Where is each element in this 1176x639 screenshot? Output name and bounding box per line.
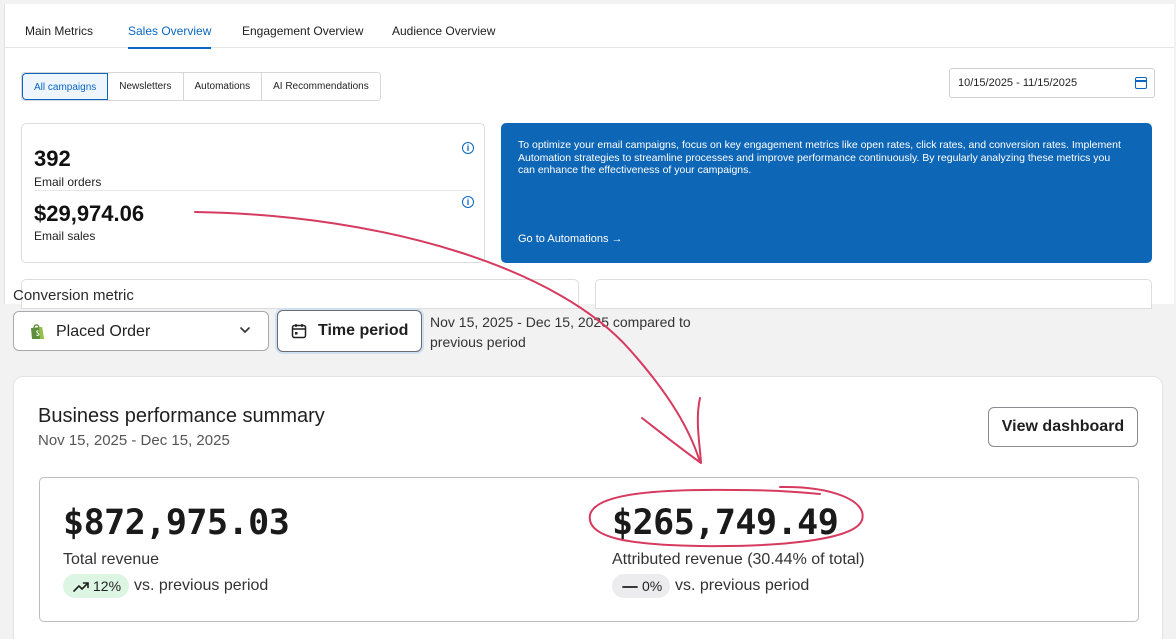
calendar-icon <box>291 324 307 339</box>
total-revenue-comparison: vs. previous period <box>134 577 269 594</box>
view-dashboard-button[interactable]: View dashboard <box>988 407 1138 447</box>
filter-ai-recommendations[interactable]: AI Recommendations <box>262 73 380 100</box>
info-icon[interactable]: i <box>462 142 474 154</box>
email-sales-label: Email sales <box>34 229 96 243</box>
calendar-icon[interactable] <box>1135 77 1147 89</box>
card-stub-right <box>595 279 1152 309</box>
attributed-revenue-change-badge: 0% <box>612 574 671 598</box>
email-metrics-card: 392 Email orders i $29,974.06 Email sale… <box>21 123 485 263</box>
summary-title: Business performance summary <box>38 405 325 427</box>
total-revenue-label: Total revenue <box>63 551 160 568</box>
tab-sales-overview[interactable]: Sales Overview <box>128 24 212 49</box>
time-period-button[interactable]: Time period <box>277 310 422 352</box>
email-sales-value: $29,974.06 <box>34 201 145 226</box>
filter-automations[interactable]: Automations <box>183 73 263 100</box>
total-revenue-change-badge: 12% <box>63 574 130 598</box>
trend-up-icon <box>73 582 89 593</box>
info-icon[interactable]: i <box>462 196 474 208</box>
conversion-metric-select[interactable]: Placed Order <box>13 311 269 351</box>
attributed-revenue-change: 0% <box>642 578 663 594</box>
tip-text: To optimize your email campaigns, focus … <box>518 139 1121 176</box>
dash-icon <box>622 586 638 589</box>
conversion-metric-label: Conversion metric <box>13 287 134 304</box>
time-period-label: Time period <box>318 322 409 339</box>
summary-date-range: Nov 15, 2025 - Dec 15, 2025 <box>38 432 230 449</box>
attributed-revenue-value: $265,749.49 <box>612 503 839 543</box>
revenue-panel: $872,975.03 Total revenue 12% vs. previo… <box>39 477 1139 622</box>
divider <box>34 190 472 191</box>
conversion-metric-value: Placed Order <box>56 323 151 340</box>
comparison-period-text: Nov 15, 2025 - Dec 15, 2025 compared to … <box>430 314 691 350</box>
tab-bar: Main Metrics Sales Overview Engagement O… <box>5 4 1174 49</box>
date-range-value: 10/15/2025 - 11/15/2025 <box>958 77 1078 89</box>
attributed-revenue-label: Attributed revenue (30.44% of total) <box>612 551 865 568</box>
go-to-automations-link[interactable]: Go to Automations → <box>518 233 623 245</box>
date-range-picker[interactable]: 10/15/2025 - 11/15/2025 <box>949 68 1155 98</box>
email-analytics-app: Main Metrics Sales Overview Engagement O… <box>4 4 1174 309</box>
shopify-bag-icon <box>31 324 44 339</box>
email-orders-label: Email orders <box>34 175 102 189</box>
email-orders-value: 392 <box>34 146 71 171</box>
filter-all-campaigns[interactable]: All campaigns <box>22 73 109 100</box>
total-revenue-change: 12% <box>93 578 122 594</box>
filter-newsletters[interactable]: Newsletters <box>108 73 184 100</box>
tab-main-metrics[interactable]: Main Metrics <box>25 24 94 38</box>
tab-audience-overview[interactable]: Audience Overview <box>392 24 496 38</box>
tab-engagement-overview[interactable]: Engagement Overview <box>242 24 364 38</box>
business-performance-summary-card: Business performance summary Nov 15, 202… <box>13 376 1163 639</box>
attributed-revenue-comparison: vs. previous period <box>675 577 810 594</box>
campaign-filter: All campaigns Newsletters Automations AI… <box>21 72 381 101</box>
total-revenue-value: $872,975.03 <box>63 503 290 543</box>
chevron-down-icon <box>240 327 250 333</box>
optimization-tip-card: To optimize your email campaigns, focus … <box>501 123 1152 263</box>
